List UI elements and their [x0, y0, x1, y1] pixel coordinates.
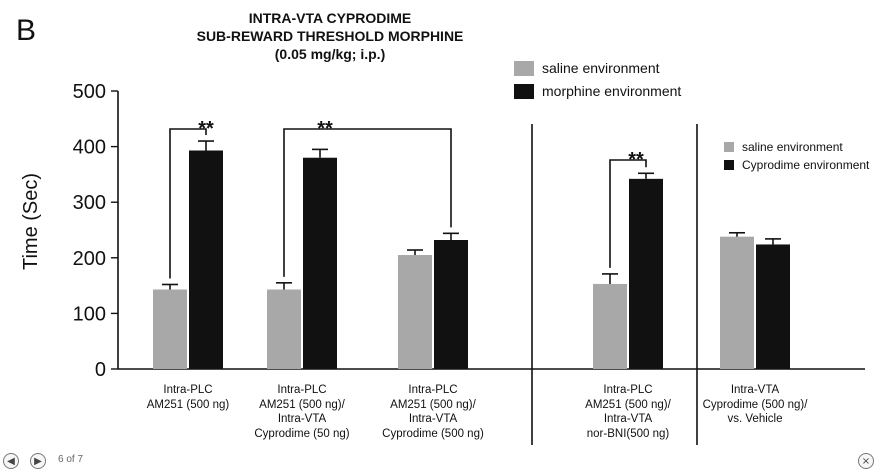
page-counter: 6 of 7 — [58, 454, 84, 465]
legend-item-morphine: morphine environment — [514, 83, 681, 99]
category-label-1: Intra-PLC AM251 (500 ng)/ Intra-VTA Cyprodi… — [232, 383, 372, 441]
category-label-0: Intra-PLC AM251 (500 ng) — [118, 383, 258, 412]
bar-drug-2 — [434, 240, 468, 369]
image-viewer-bar: ◀ ▶ 6 of 7 × — [0, 449, 878, 469]
y-tick-label-3: 300 — [73, 192, 106, 214]
significance-label-2: ** — [628, 149, 644, 171]
previous-image-button[interactable]: ◀ — [3, 453, 19, 469]
next-image-button[interactable]: ▶ — [30, 453, 46, 469]
category-label-line: AM251 (500 ng)/ — [259, 398, 345, 411]
legend2-item-cyprodime: Cyprodime environment — [724, 158, 869, 172]
category-label-line: Intra-VTA — [277, 413, 327, 425]
bar-drug-4 — [756, 244, 790, 369]
category-label-line: Intra-PLC — [603, 384, 653, 396]
y-tick-label-0: 0 — [95, 359, 106, 381]
category-label-line: AM251 (500 ng) — [146, 398, 230, 411]
bar-saline-1 — [267, 289, 301, 369]
y-tick-label-2: 200 — [73, 248, 106, 270]
close-icon[interactable]: × — [858, 453, 874, 469]
legend2-swatch-saline — [724, 142, 734, 152]
significance-label-0: ** — [198, 118, 214, 140]
category-label-line: Intra-PLC — [277, 384, 327, 396]
legend-label-morphine: morphine environment — [542, 83, 682, 99]
category-label-line: Cyprodime (500 ng)/ — [702, 398, 808, 411]
legend2-label-saline: saline environment — [742, 140, 843, 154]
category-label-line: AM251 (500 ng)/ — [585, 398, 671, 411]
category-label-4: Intra-VTA Cyprodime (500 ng)/ vs. Vehicle — [685, 383, 825, 427]
chart-title-line-2: SUB-REWARD THRESHOLD MORPHINE — [196, 28, 464, 44]
category-label-line: Intra-PLC — [163, 384, 213, 396]
category-label-line: Intra-VTA — [730, 384, 780, 396]
bar-drug-1 — [303, 157, 337, 369]
category-label-line: Intra-VTA — [408, 413, 458, 425]
category-label-line: nor-BNI(500 ng) — [586, 427, 670, 440]
chart-title-line-3: (0.05 mg/kg; i.p.) — [274, 46, 386, 62]
legend2-swatch-cyprodime — [724, 160, 734, 170]
y-tick-label-1: 100 — [73, 303, 106, 325]
y-tick-label-5: 500 — [73, 81, 106, 103]
significance-bracket-1 — [283, 128, 452, 277]
bar-chart: 0 100 200 300 400 500 ** ** ** — [73, 81, 865, 445]
significance-label-1: ** — [317, 118, 333, 140]
legend-item-saline: saline environment — [514, 60, 660, 76]
category-label-line: Cyprodime (500 ng) — [382, 427, 484, 440]
bar-drug-0 — [189, 150, 223, 369]
legend-label-saline: saline environment — [542, 60, 660, 76]
chart-title-line-1: INTRA-VTA CYPRODIME — [248, 10, 412, 26]
bar-drug-3 — [629, 178, 663, 369]
category-label-line: Cyprodime (50 ng) — [254, 427, 350, 440]
bar-saline-4 — [720, 236, 754, 369]
bar-saline-0 — [153, 289, 187, 369]
bar-saline-3 — [593, 283, 627, 369]
y-tick-label-4: 400 — [73, 137, 106, 159]
category-label-line: vs. Vehicle — [727, 413, 783, 425]
panel-letter: B — [16, 14, 37, 47]
category-label-line: Intra-VTA — [603, 413, 653, 425]
category-label-line: Intra-PLC — [408, 384, 458, 396]
legend-swatch-morphine — [514, 83, 534, 99]
category-label-2: Intra-PLC AM251 (500 ng)/ Intra-VTA Cyprodi… — [363, 383, 503, 441]
significance-bracket-2 — [609, 159, 647, 268]
bar-saline-2 — [398, 255, 432, 369]
legend2-label-cyprodime: Cyprodime environment — [742, 158, 870, 172]
category-label-3: Intra-PLC AM251 (500 ng)/ Intra-VTA nor-BNI… — [558, 383, 698, 441]
category-label-line: AM251 (500 ng)/ — [390, 398, 476, 411]
significance-bracket-0 — [169, 128, 207, 279]
legend-swatch-saline — [514, 60, 534, 76]
legend2-item-saline: saline environment — [724, 140, 843, 154]
